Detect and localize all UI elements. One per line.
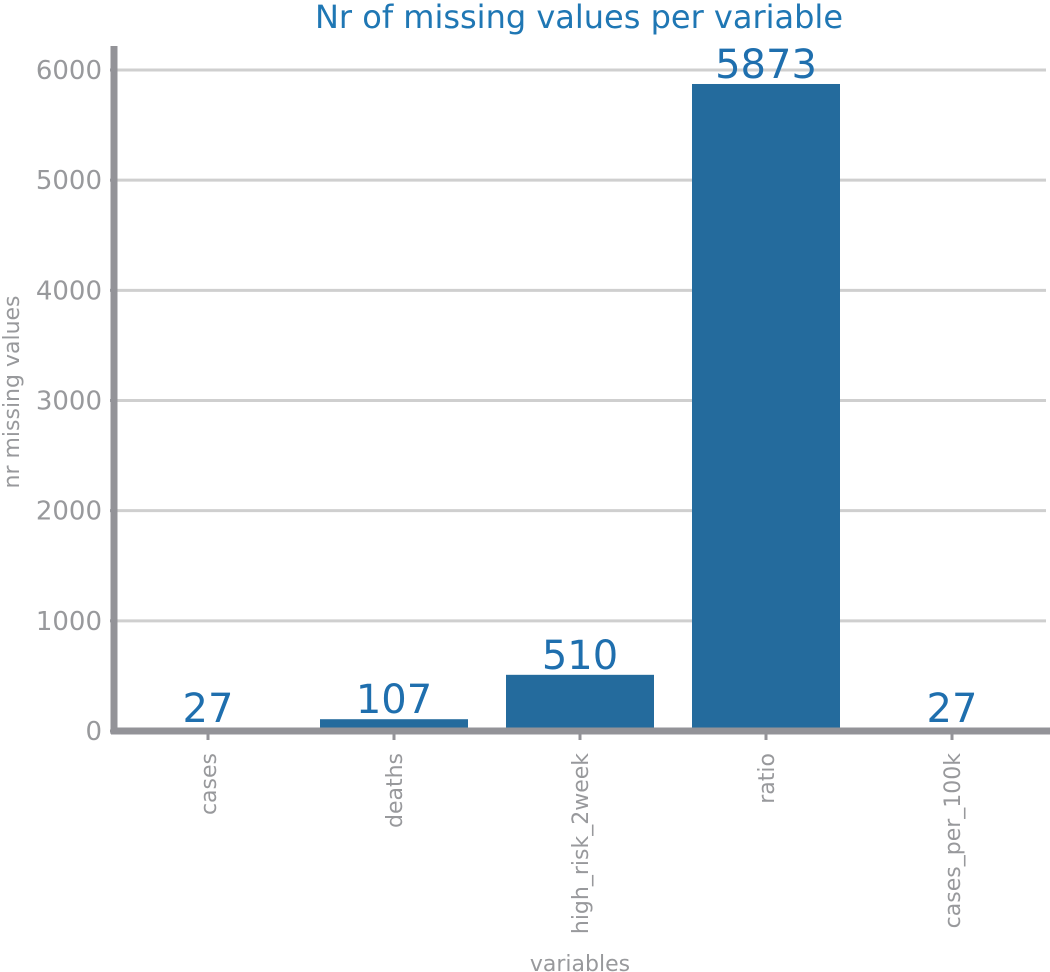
x-tick-label: cases_per_100k (941, 753, 966, 929)
x-tick-label: cases (197, 753, 222, 815)
data-label: 107 (356, 677, 432, 723)
y-tick-label: 1000 (36, 607, 102, 637)
y-tick-label: 4000 (36, 276, 102, 306)
y-tick-label: 3000 (36, 387, 102, 417)
data-label: 27 (927, 686, 978, 732)
data-labels: 27 107 510 5873 27 (183, 42, 978, 732)
bars (134, 83, 1026, 732)
data-label: 5873 (715, 42, 817, 88)
x-tick-label: deaths (383, 753, 408, 828)
gridlines (114, 68, 1046, 623)
x-axis-label: variables (530, 952, 630, 972)
y-tick-label: 0 (85, 717, 102, 747)
axes (110, 46, 1050, 735)
y-tick-label: 6000 (36, 56, 102, 86)
chart-title: Nr of missing values per variable (315, 0, 843, 36)
x-tick-label: high_risk_2week (569, 753, 594, 934)
y-tick-labels: 0 1000 2000 3000 4000 5000 6000 (36, 56, 114, 747)
data-label: 510 (542, 633, 618, 679)
y-tick-label: 5000 (36, 166, 102, 196)
x-tick-label: ratio (755, 753, 780, 804)
data-label: 27 (183, 686, 234, 732)
x-tick-labels: cases deaths high_risk_2week ratio cases_per… (197, 734, 966, 934)
bar (692, 83, 840, 732)
y-tick-label: 2000 (36, 497, 102, 527)
bar (320, 719, 468, 731)
y-axis-label: nr missing values (0, 295, 25, 488)
bar (506, 674, 654, 731)
